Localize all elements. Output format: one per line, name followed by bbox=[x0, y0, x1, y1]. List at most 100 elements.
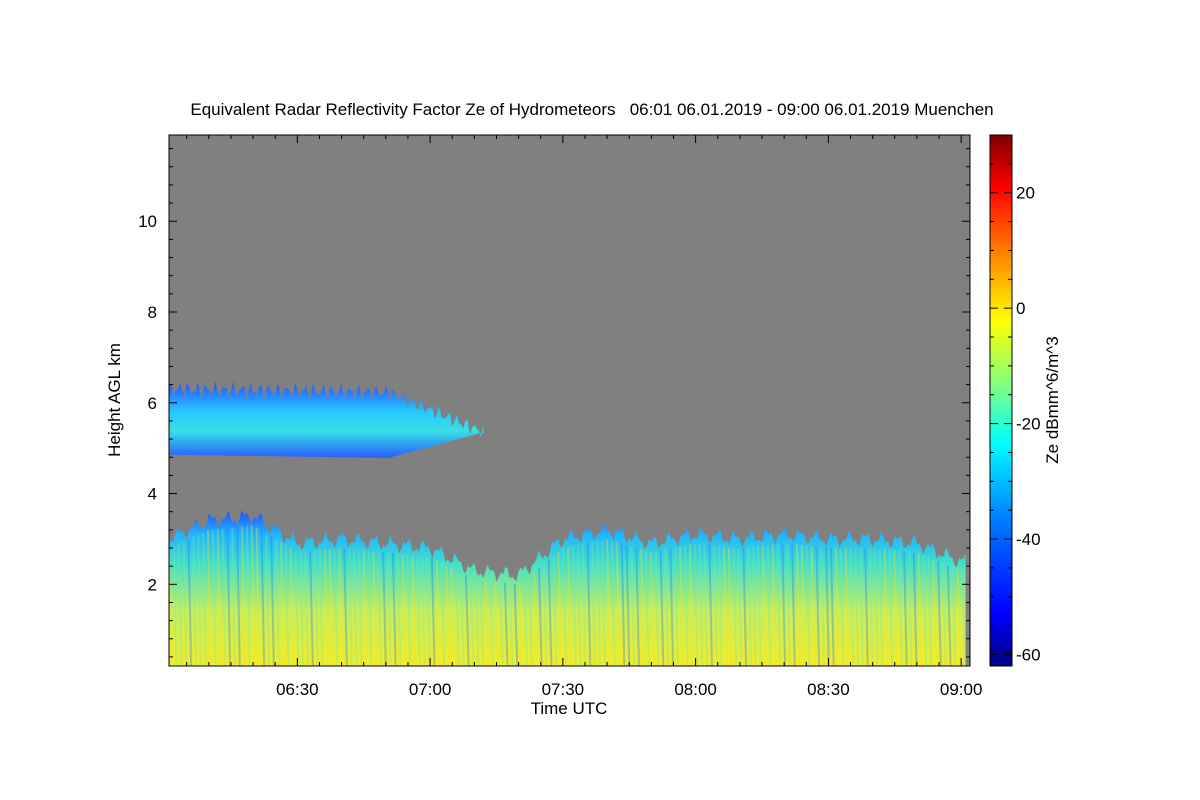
fall-streak bbox=[314, 550, 319, 666]
fall-streak bbox=[708, 544, 713, 666]
fall-streak bbox=[309, 551, 314, 666]
fall-streak bbox=[664, 549, 670, 666]
fall-streak bbox=[503, 582, 509, 666]
fall-streak bbox=[241, 526, 246, 666]
lower-echo-layer bbox=[169, 510, 966, 666]
fall-streak bbox=[893, 550, 898, 666]
fall-streak bbox=[299, 552, 305, 666]
fall-streak bbox=[231, 527, 236, 666]
fall-streak bbox=[547, 559, 553, 666]
fall-streak bbox=[221, 528, 227, 666]
fall-streak bbox=[450, 567, 455, 666]
x-tick-label: 09:00 bbox=[940, 680, 983, 699]
fall-streak bbox=[372, 551, 378, 666]
fall-streak bbox=[357, 549, 363, 666]
fall-streak bbox=[206, 530, 212, 666]
fall-streak bbox=[640, 549, 645, 666]
fall-streak bbox=[839, 547, 845, 666]
fall-streak bbox=[961, 570, 967, 666]
fall-streak bbox=[304, 551, 309, 666]
fall-streak bbox=[187, 539, 193, 666]
fall-streak bbox=[698, 543, 704, 666]
fall-streak bbox=[742, 547, 748, 666]
fall-streak bbox=[679, 546, 684, 666]
y-axis-label: Height AGL km bbox=[105, 343, 124, 457]
fall-streak bbox=[888, 549, 894, 666]
fall-streak bbox=[513, 583, 519, 666]
fall-streak bbox=[499, 582, 504, 666]
fall-streak bbox=[216, 528, 222, 666]
fall-streak bbox=[942, 563, 947, 666]
fall-streak bbox=[786, 543, 791, 666]
fall-streak bbox=[805, 545, 811, 666]
fall-streak bbox=[255, 527, 261, 666]
fall-streak bbox=[265, 533, 271, 666]
fall-streak bbox=[825, 547, 830, 666]
y-tick-label: 4 bbox=[148, 485, 157, 504]
fall-streak bbox=[270, 536, 275, 666]
fall-streak bbox=[391, 553, 397, 666]
colorbar-tick-label: -60 bbox=[1016, 645, 1041, 664]
fall-streak bbox=[757, 546, 762, 666]
fall-streak bbox=[718, 545, 723, 666]
fall-streak bbox=[820, 547, 825, 666]
fall-streak bbox=[289, 548, 295, 666]
fall-streak bbox=[572, 545, 577, 666]
fall-streak bbox=[523, 579, 529, 666]
fall-streak bbox=[854, 547, 860, 666]
fall-streak bbox=[795, 544, 801, 666]
fall-streak bbox=[537, 567, 543, 666]
fall-streak bbox=[533, 571, 538, 666]
fall-streak bbox=[484, 580, 490, 666]
fall-streak bbox=[722, 546, 728, 666]
fall-streak bbox=[318, 550, 324, 666]
fall-streak bbox=[781, 543, 787, 666]
fall-streak bbox=[494, 581, 499, 666]
fall-streak bbox=[830, 547, 835, 666]
fall-streak bbox=[367, 550, 373, 666]
fall-streak bbox=[557, 551, 563, 666]
fall-streak bbox=[236, 526, 241, 666]
fall-streak bbox=[455, 570, 460, 666]
fall-streak bbox=[377, 551, 382, 666]
fall-streak bbox=[489, 581, 494, 666]
fall-streak bbox=[601, 539, 606, 666]
fall-streak bbox=[815, 546, 821, 666]
fall-streak bbox=[693, 543, 699, 666]
fall-streak bbox=[659, 550, 665, 666]
fall-streak bbox=[182, 541, 188, 666]
fall-streak bbox=[333, 548, 339, 666]
fall-streak bbox=[912, 552, 918, 666]
fall-streak bbox=[645, 550, 650, 666]
fall-streak bbox=[586, 542, 592, 666]
fall-streak bbox=[508, 583, 514, 666]
fall-streak bbox=[937, 561, 942, 666]
fall-streak bbox=[362, 550, 368, 666]
y-tick-label: 6 bbox=[148, 394, 157, 413]
fall-streak bbox=[464, 575, 470, 666]
fall-streak bbox=[606, 538, 611, 666]
fall-streak bbox=[615, 541, 621, 666]
fall-streak bbox=[703, 544, 709, 666]
fall-streak bbox=[771, 544, 777, 666]
fall-streak bbox=[752, 546, 757, 666]
fall-streak bbox=[382, 552, 387, 666]
colorbar-tick-label: 0 bbox=[1016, 299, 1025, 318]
fall-streak bbox=[844, 547, 850, 666]
fall-streak bbox=[834, 547, 840, 666]
x-tick-label: 07:00 bbox=[409, 680, 452, 699]
fall-streak bbox=[250, 525, 256, 666]
fall-streak bbox=[411, 555, 417, 666]
fall-streak bbox=[275, 539, 280, 666]
fall-streak bbox=[469, 577, 475, 666]
x-tick-label: 08:00 bbox=[674, 680, 717, 699]
chart-title: Equivalent Radar Reflectivity Factor Ze … bbox=[190, 100, 993, 119]
fall-streak bbox=[766, 545, 772, 666]
fall-streak bbox=[932, 559, 937, 666]
fall-streak bbox=[260, 530, 266, 666]
fall-streak bbox=[294, 551, 300, 666]
fall-streak bbox=[791, 544, 796, 666]
fall-streak bbox=[401, 554, 407, 666]
fall-streak bbox=[435, 560, 441, 666]
plot-area bbox=[168, 134, 971, 667]
